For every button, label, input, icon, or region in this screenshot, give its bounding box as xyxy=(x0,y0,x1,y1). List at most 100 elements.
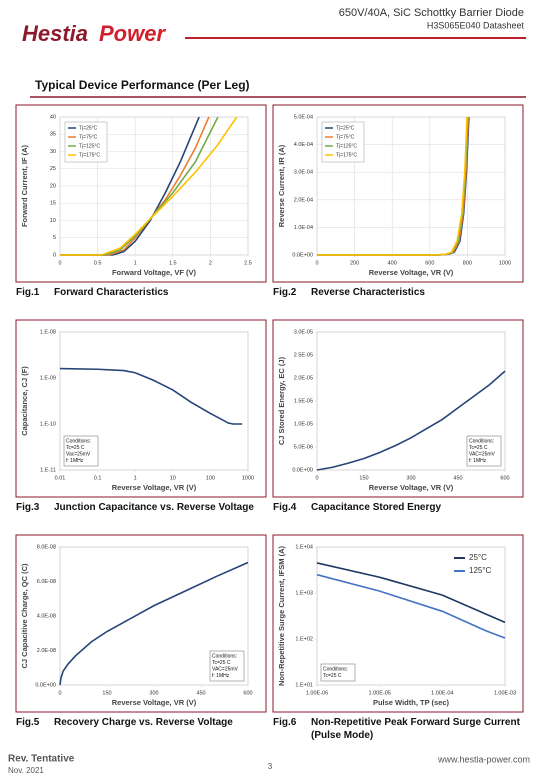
figure-number: Fig.4 xyxy=(273,502,297,513)
conditions-text: VAC=25mV xyxy=(212,666,239,672)
conditions-box xyxy=(320,663,356,682)
conditions-text: VAC=25mV xyxy=(469,451,496,457)
chart-frame xyxy=(15,534,267,713)
x-tick-label: 1.00E-05 xyxy=(369,690,391,696)
x-tick-label: 300 xyxy=(406,475,415,481)
y-tick-label: 1.E-08 xyxy=(40,329,56,335)
chart-frame xyxy=(15,104,267,283)
x-tick-label: 0 xyxy=(315,260,318,266)
footer-page: 3 xyxy=(268,762,273,771)
footer-revision: Rev. Tentative xyxy=(8,754,75,765)
figure-caption: Capacitance Stored Energy xyxy=(311,502,442,513)
y-tick-label: 1.E+01 xyxy=(295,682,313,688)
x-tick-label: 1.5 xyxy=(169,260,177,266)
y-axis-label: CJ Capacitive Charge, QC (C) xyxy=(20,563,29,669)
series-line xyxy=(59,367,243,425)
series-line xyxy=(316,370,506,471)
y-axis-label: CJ Stored Energy, EC (J) xyxy=(277,356,286,445)
y-tick-label: 20 xyxy=(50,183,56,189)
y-tick-label: 3.0E-05 xyxy=(294,329,313,335)
y-tick-label: 8.0E-08 xyxy=(37,544,56,550)
figure-number: Fig.3 xyxy=(16,502,40,513)
x-tick-label: 1.00E-03 xyxy=(494,690,516,696)
y-tick-label: 15 xyxy=(50,201,56,207)
figure-number: Fig.6 xyxy=(273,717,297,728)
legend-label: Tj=175°C xyxy=(79,152,100,158)
x-axis-label: Reverse Voltage, VR (V) xyxy=(369,268,454,277)
y-tick-label: 2.0E-04 xyxy=(294,197,313,203)
legend-label: 125°C xyxy=(469,566,492,575)
x-tick-label: 0 xyxy=(315,475,318,481)
x-tick-label: 600 xyxy=(500,475,509,481)
y-tick-label: 5.0E-04 xyxy=(294,114,313,120)
y-tick-label: 0.0E+00 xyxy=(292,252,313,258)
x-tick-label: 0.01 xyxy=(55,475,66,481)
y-tick-label: 1.E-09 xyxy=(40,375,56,381)
y-tick-label: 5 xyxy=(53,235,56,241)
figure-number: Fig.1 xyxy=(16,287,40,298)
legend-label: Tj=125°C xyxy=(79,143,100,149)
x-tick-label: 1.00E-04 xyxy=(431,690,453,696)
x-axis-label: Reverse Voltage, VR (V) xyxy=(112,698,197,707)
legend-label: Tj=175°C xyxy=(336,152,357,158)
series-line xyxy=(60,116,238,256)
y-tick-label: 30 xyxy=(50,149,56,155)
series-line xyxy=(60,116,200,256)
y-tick-label: 1.5E-05 xyxy=(294,398,313,404)
y-tick-label: 0.0E+00 xyxy=(35,682,56,688)
x-tick-label: 10 xyxy=(170,475,176,481)
y-tick-label: 1.E+02 xyxy=(295,636,313,642)
y-tick-label: 4.0E-04 xyxy=(294,142,313,148)
y-tick-label: 1.E+04 xyxy=(295,544,313,550)
conditions-text: Tc=25 C xyxy=(469,445,488,451)
chart-frame xyxy=(272,319,524,498)
y-tick-label: 0.0E+00 xyxy=(292,467,313,473)
y-tick-label: 1.E+03 xyxy=(295,590,313,596)
header-title: 650V/40A, SiC Schottky Barrier Diode xyxy=(339,7,524,19)
x-tick-label: 1 xyxy=(134,260,137,266)
x-tick-label: 300 xyxy=(149,690,158,696)
x-tick-label: 450 xyxy=(196,690,205,696)
chart-frame xyxy=(272,534,524,713)
y-axis-label: Capacitance, CJ (F) xyxy=(20,366,29,436)
conditions-text: Conditions: xyxy=(212,653,237,659)
series-line xyxy=(316,573,506,639)
y-tick-label: 1.E-11 xyxy=(40,467,56,473)
plot-area xyxy=(59,331,249,471)
conditions-box xyxy=(63,435,99,467)
x-tick-label: 1 xyxy=(134,475,137,481)
figure-caption: Non-Repetitive Peak Forward Surge Curren… xyxy=(311,717,520,741)
y-tick-label: 2.0E-08 xyxy=(37,648,56,654)
conditions-text: Tc=25 C xyxy=(66,445,85,451)
x-tick-label: 0.5 xyxy=(94,260,102,266)
header-subtitle: H3S065E040 Datasheet xyxy=(427,20,525,30)
x-tick-label: 0 xyxy=(58,260,61,266)
x-tick-label: 200 xyxy=(350,260,359,266)
chart-frame xyxy=(272,104,524,283)
series-line xyxy=(316,562,506,624)
x-tick-label: 150 xyxy=(359,475,368,481)
y-tick-label: 35 xyxy=(50,132,56,138)
figure-number: Fig.2 xyxy=(273,287,297,298)
figure-caption: Junction Capacitance vs. Reverse Voltage xyxy=(54,502,254,513)
y-tick-label: 10 xyxy=(50,218,56,224)
x-tick-label: 2.5 xyxy=(244,260,252,266)
x-tick-label: 400 xyxy=(388,260,397,266)
y-tick-label: 0 xyxy=(53,252,56,258)
section-title: Typical Device Performance (Per Leg) xyxy=(35,78,250,92)
x-tick-label: 600 xyxy=(425,260,434,266)
y-tick-label: 5.0E-06 xyxy=(294,444,313,450)
plot-area xyxy=(316,546,506,686)
y-tick-label: 1.0E-05 xyxy=(294,421,313,427)
y-tick-label: 40 xyxy=(50,114,56,120)
conditions-text: Tc=25 C xyxy=(323,673,342,679)
conditions-text: Vac=25mV xyxy=(66,451,91,457)
conditions-text: Conditions: xyxy=(66,438,91,444)
legend-label: Tj=125°C xyxy=(336,143,357,149)
x-tick-label: 0.1 xyxy=(94,475,102,481)
x-axis-label: Reverse Voltage, VR (V) xyxy=(369,483,454,492)
x-axis-label: Forward Voltage, VF (V) xyxy=(112,268,197,277)
x-tick-label: 600 xyxy=(243,690,252,696)
